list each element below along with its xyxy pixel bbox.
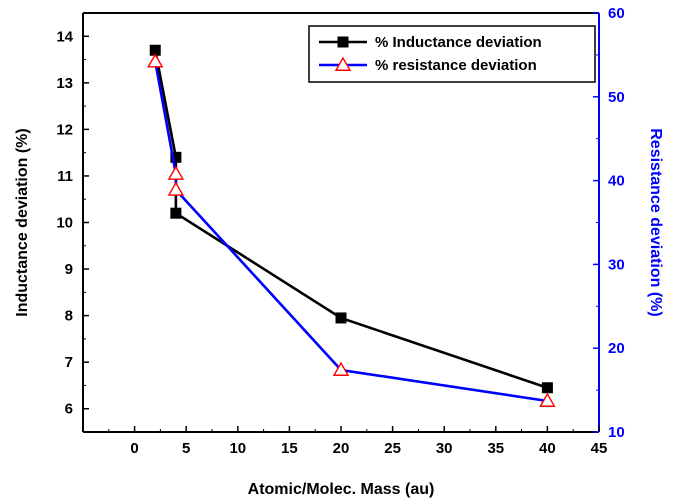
x-tick-label: 20 <box>333 440 350 457</box>
right-y-tick-label: 40 <box>608 173 625 190</box>
x-tick-label: 40 <box>539 440 556 457</box>
legend-box <box>308 25 596 83</box>
series-1 <box>149 44 553 394</box>
right-y-tick-label: 60 <box>608 5 625 22</box>
x-tick-label: 10 <box>229 440 246 457</box>
legend-label-2: % resistance deviation <box>375 57 537 74</box>
left-y-tick-label: 9 <box>65 261 73 278</box>
legend-marker-2 <box>334 56 352 71</box>
legend-marker-1 <box>337 36 349 48</box>
series-1-point <box>170 151 182 163</box>
x-tick-label: 35 <box>487 440 504 457</box>
series-2-point <box>332 361 350 376</box>
left-y-tick-label: 13 <box>56 75 73 92</box>
series-1-point <box>335 312 347 324</box>
right-y-axis-title: Resistance deviation (%) <box>647 128 664 317</box>
axes-layer: 0 5 10 15 20 25 30 35 40 45 6 7 8 9 10 11 12 13 14 10 20 30 40… <box>14 5 664 498</box>
left-y-tick-label: 12 <box>56 121 73 138</box>
left-y-tick-label: 8 <box>65 308 73 325</box>
series-1-point <box>541 382 553 394</box>
x-tick-label: 25 <box>384 440 401 457</box>
right-y-tick-label: 30 <box>608 256 625 273</box>
series-2-point <box>539 392 556 407</box>
left-y-tick-label: 7 <box>65 354 73 371</box>
x-tick-label: 45 <box>591 440 608 457</box>
x-axis-title: Atomic/Molec. Mass (au) <box>248 481 435 498</box>
series-2 <box>147 53 556 407</box>
left-y-tick-label: 14 <box>56 28 73 45</box>
legend-label-1: % Inductance deviation <box>375 34 542 51</box>
series-2-point <box>147 53 164 68</box>
left-y-tick-label: 6 <box>65 401 73 418</box>
series-1-point <box>170 207 182 219</box>
series-layer <box>147 44 556 407</box>
right-y-tick-label: 50 <box>608 89 625 106</box>
left-y-tick-label: 11 <box>57 168 73 185</box>
series-2-line <box>153 61 548 403</box>
right-y-tick-label: 10 <box>608 424 625 441</box>
x-tick-label: 15 <box>281 440 298 457</box>
series-1-point <box>149 44 161 56</box>
series-2-point <box>167 165 185 180</box>
legend: % Inductance deviation % resistance devia… <box>308 25 596 83</box>
right-y-tick-label: 20 <box>608 340 625 357</box>
series-2-point <box>167 181 185 196</box>
x-tick-label: 5 <box>182 440 190 457</box>
x-tick-label: 30 <box>436 440 453 457</box>
series-1-line <box>153 49 548 390</box>
left-y-tick-label: 10 <box>56 215 73 232</box>
left-y-axis-title: Inductance deviation (%) <box>14 128 31 316</box>
x-tick-label: 0 <box>130 440 138 457</box>
